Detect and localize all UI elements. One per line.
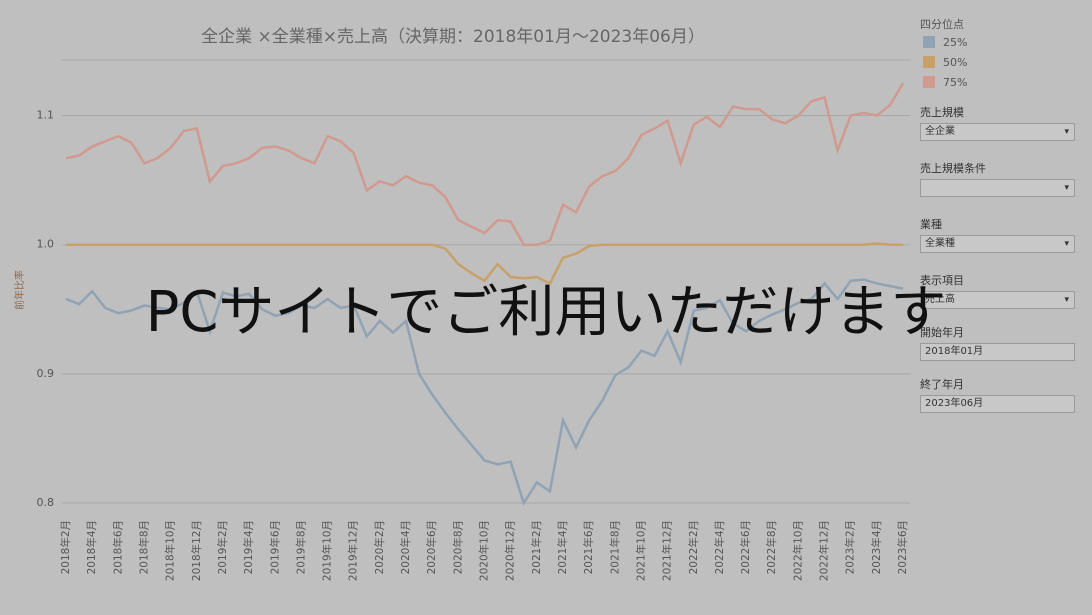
date-input[interactable]: 2018年01月 [920, 343, 1075, 361]
dropdown[interactable] [920, 179, 1075, 197]
date-input[interactable]: 2023年06月 [920, 395, 1075, 413]
filter: 開始年月 2018年01月 [920, 324, 1075, 361]
x-tick-label: 2018年10月 [164, 520, 177, 581]
series-line [65, 82, 905, 246]
x-tick-label: 2018年8月 [137, 520, 150, 574]
x-tick-label: 2019年8月 [294, 520, 307, 574]
x-tick-label: 2018年4月 [85, 520, 98, 574]
filter-label: 売上規模 [920, 106, 964, 119]
legend-item[interactable]: 50% [920, 52, 967, 72]
dropdown[interactable]: 売上高 [920, 291, 1075, 309]
dropdown[interactable]: 全業種 [920, 235, 1075, 253]
x-tick-label: 2020年10月 [478, 520, 491, 581]
x-tick-label: 2023年4月 [870, 520, 883, 574]
y-tick-label: 1.1 [37, 109, 55, 122]
filter: 売上規模条件 [920, 160, 1075, 197]
filter-label: 業種 [920, 218, 942, 231]
x-tick-label: 2021年8月 [608, 520, 621, 574]
x-tick-label: 2021年12月 [661, 520, 674, 581]
x-tick-label: 2020年12月 [504, 520, 517, 581]
x-tick-label: 2020年4月 [399, 520, 412, 574]
legend-swatch [923, 56, 935, 68]
y-tick-label: 1.0 [37, 238, 55, 251]
x-tick-label: 2020年6月 [425, 520, 438, 574]
x-tick-label: 2018年12月 [190, 520, 203, 581]
x-tick-label: 2019年10月 [321, 520, 334, 581]
dropdown[interactable]: 全企業 [920, 123, 1075, 141]
x-tick-label: 2022年10月 [791, 520, 804, 581]
x-tick-label: 2018年2月 [59, 520, 72, 574]
filter-label: 開始年月 [920, 326, 964, 339]
x-tick-label: 2021年2月 [530, 520, 543, 574]
y-axis-label: 前年比率 [13, 270, 26, 310]
legend-title: 四分位点 [920, 18, 964, 31]
x-tick-label: 2018年6月 [111, 520, 124, 574]
x-tick-label: 2019年4月 [242, 520, 255, 574]
series-line [66, 242, 903, 286]
filter-label: 表示項目 [920, 274, 964, 287]
filter: 売上規模 全企業 [920, 104, 1075, 141]
x-tick-label: 2021年10月 [634, 520, 647, 581]
filter: 業種 全業種 [920, 216, 1075, 253]
x-tick-label: 2022年4月 [713, 520, 726, 574]
y-tick-label: 0.8 [37, 496, 55, 509]
x-tick-label: 2020年2月 [373, 520, 386, 574]
x-tick-label: 2022年2月 [687, 520, 700, 574]
legend-swatch [923, 76, 935, 88]
x-tick-label: 2021年6月 [582, 520, 595, 574]
x-tick-label: 2019年2月 [216, 520, 229, 574]
legend-item[interactable]: 25% [920, 32, 967, 52]
filter-label: 終了年月 [920, 378, 964, 391]
legend: 四分位点 25% 50% 75% [920, 16, 967, 92]
x-tick-label: 2023年2月 [844, 520, 857, 574]
filter-label: 売上規模条件 [920, 162, 986, 175]
x-tick-label: 2019年6月 [268, 520, 281, 574]
x-tick-label: 2019年12月 [347, 520, 360, 581]
legend-label: 25% [943, 35, 968, 49]
legend-swatch [923, 36, 935, 48]
y-tick-label: 0.9 [37, 367, 55, 380]
legend-item[interactable]: 75% [920, 72, 967, 92]
x-tick-label: 2020年8月 [451, 520, 464, 574]
x-tick-label: 2021年4月 [556, 520, 569, 574]
legend-label: 50% [943, 55, 968, 69]
x-tick-label: 2022年8月 [765, 520, 778, 574]
filter: 表示項目 売上高 [920, 272, 1075, 309]
x-tick-label: 2022年6月 [739, 520, 752, 574]
x-tick-label: 2022年12月 [818, 520, 831, 581]
chart: 全企業 ×全業種×売上高（決算期：2018年01月～2023年06月） 前年比率… [13, 27, 910, 581]
x-tick-label: 2023年6月 [896, 520, 909, 574]
filter: 終了年月 2023年06月 [920, 376, 1075, 413]
legend-label: 75% [943, 75, 968, 89]
series-line [65, 278, 904, 506]
chart-title: 全企業 ×全業種×売上高（決算期：2018年01月～2023年06月） [201, 27, 705, 47]
